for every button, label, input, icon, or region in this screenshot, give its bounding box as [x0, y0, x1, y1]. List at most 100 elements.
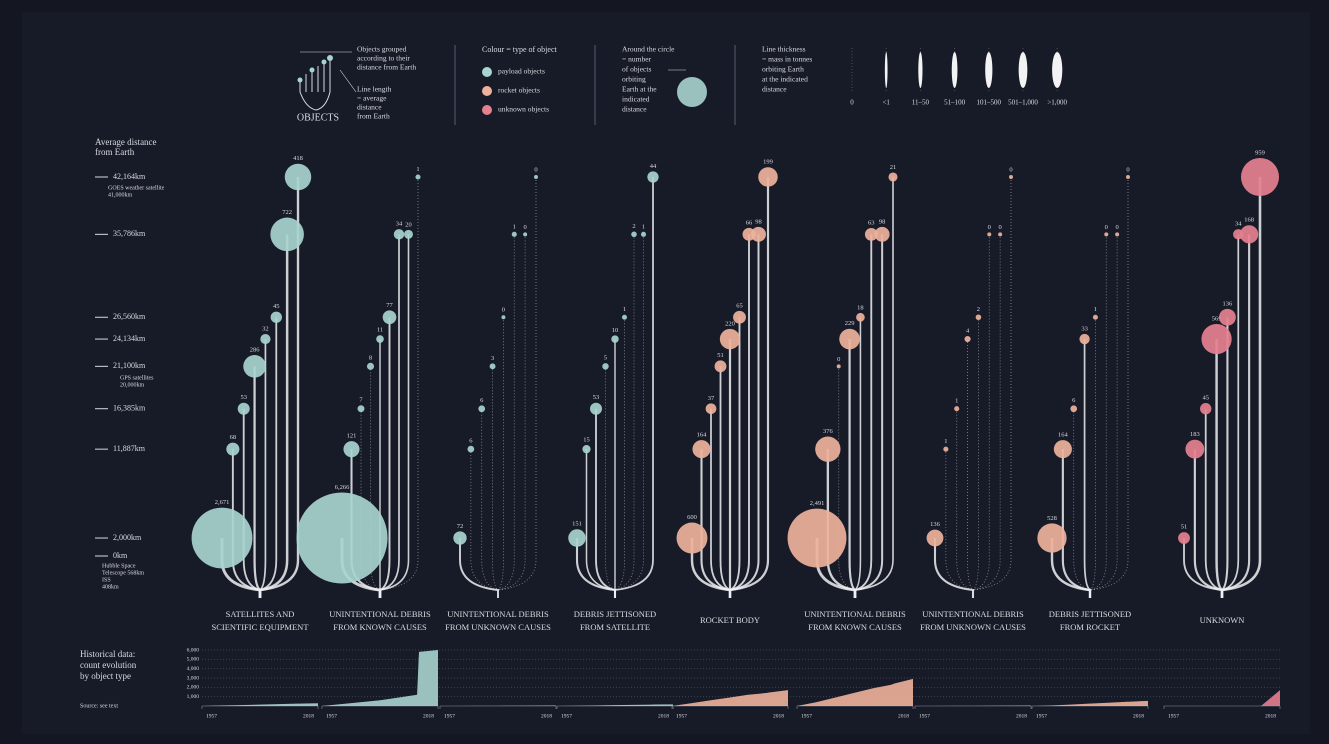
y-tick-label: 26,560km	[113, 312, 146, 321]
legend-label: payload objects	[498, 67, 545, 76]
value-label: 1	[1094, 306, 1097, 313]
legend-label: rocket objects	[498, 86, 540, 95]
bubble	[706, 403, 717, 414]
y-axis-label: Average distance	[95, 137, 157, 147]
value-label: 376	[823, 428, 834, 435]
value-label: 164	[697, 432, 708, 439]
bubble	[1115, 232, 1119, 236]
legend-text: from Earth	[357, 112, 390, 121]
history-x-tick-label: 2018	[658, 713, 669, 719]
value-label: 136	[930, 521, 941, 528]
bubble	[1054, 440, 1072, 458]
value-label: 5	[604, 355, 607, 362]
bubble	[622, 315, 627, 320]
value-label: 2	[977, 306, 980, 313]
value-label: 34	[1235, 221, 1242, 228]
bubble	[1070, 405, 1077, 412]
bubble	[1126, 175, 1130, 179]
group-label: SCIENTIFIC EQUIPMENT	[211, 622, 309, 632]
bubble	[788, 509, 847, 568]
bubble	[1240, 225, 1258, 243]
group-label: FROM UNKNOWN CAUSES	[445, 622, 551, 632]
bubble	[226, 443, 239, 456]
history-x-tick-label: 2018	[773, 713, 784, 719]
y-tick-label: 2,000km	[113, 533, 142, 542]
y-tick-label: 21,100km	[113, 361, 146, 370]
history-x-tick-label: 1957	[1036, 713, 1047, 719]
annotation: GOES weather satellite	[108, 185, 165, 191]
y-tick-label: 0km	[113, 551, 128, 560]
value-label: 20	[405, 221, 412, 228]
value-label: 21	[890, 164, 897, 171]
bubble	[1241, 158, 1279, 196]
value-label: 1	[416, 166, 419, 173]
bubble	[758, 167, 778, 187]
value-label: 10	[612, 327, 619, 334]
value-label: 11	[377, 327, 383, 334]
value-label: 528	[1047, 515, 1057, 522]
bubble	[1037, 523, 1066, 552]
value-label: 53	[240, 394, 247, 401]
legend-text: Line length	[357, 85, 392, 94]
history-x-tick-label: 1957	[326, 713, 337, 719]
group-label: UNINTENTIONAL DEBRIS	[447, 609, 549, 619]
bubble	[954, 406, 959, 411]
bubble	[1201, 324, 1231, 354]
value-label: 72	[457, 523, 464, 530]
legend-thickness-sample	[952, 52, 958, 88]
legend-thickness-sample	[1052, 52, 1062, 88]
history-y-tick-label: 1,000	[187, 694, 200, 700]
bubble	[815, 436, 840, 461]
history-x-tick-label: 2018	[541, 713, 552, 719]
bubble	[1185, 440, 1204, 459]
value-label: 68	[230, 434, 237, 441]
value-label: 600	[687, 514, 697, 521]
legend-mass-label: 51–100	[944, 99, 966, 107]
group-label: FROM ROCKET	[1060, 622, 1121, 632]
bubble	[837, 364, 841, 368]
history-x-tick-label: 1957	[801, 713, 812, 719]
legend-text: Objects grouped	[357, 45, 407, 54]
legend-mass-label: 11–50	[912, 99, 930, 107]
history-x-tick-label: 2018	[1265, 713, 1276, 719]
group-label: FROM SATELLITE	[580, 622, 650, 632]
history-x-tick-label: 2018	[303, 713, 314, 719]
bubble	[677, 523, 708, 554]
bubble	[839, 329, 860, 350]
value-label: 1	[623, 306, 626, 313]
history-y-tick-label: 4,000	[187, 666, 200, 672]
group-label: FROM KNOWN CAUSES	[333, 622, 427, 632]
bubble	[1104, 232, 1108, 236]
bubble	[875, 227, 890, 242]
y-tick-label: 16,385km	[113, 404, 146, 413]
bubble	[490, 363, 496, 369]
bubble	[523, 232, 527, 236]
history-x-tick-label: 1957	[206, 713, 217, 719]
bubble	[394, 229, 404, 239]
value-label: 34	[396, 221, 403, 228]
bubble	[720, 329, 740, 349]
group-label: UNKNOWN	[1200, 615, 1245, 625]
history-y-tick-label: 2,000	[187, 685, 200, 691]
legend-text: Line thickness	[762, 45, 806, 54]
value-label: 0	[1126, 166, 1129, 173]
legend-thickness-sample	[1019, 52, 1028, 88]
value-label: 2,491	[810, 500, 825, 507]
legend-mass-label: 101–500	[977, 99, 1002, 107]
bubble	[976, 314, 982, 320]
legend-text: distance from Earth	[357, 63, 416, 72]
legend-objects-title: OBJECTS	[297, 112, 339, 123]
value-label: 1	[955, 398, 958, 405]
value-label: 65	[736, 302, 743, 309]
bubble	[751, 227, 766, 242]
legend-text: orbiting	[622, 75, 646, 84]
group-label: SATELLITES AND	[226, 609, 295, 619]
value-label: 168	[1244, 217, 1254, 224]
legend-swatch	[482, 105, 492, 115]
value-label: 199	[763, 159, 773, 166]
value-label: 0	[1116, 224, 1119, 231]
legend-text: = mass in tonnes	[762, 55, 812, 64]
value-label: 164	[1058, 432, 1069, 439]
history-y-tick-label: 3,000	[187, 675, 200, 681]
legend-mass-label: 0	[850, 99, 854, 107]
